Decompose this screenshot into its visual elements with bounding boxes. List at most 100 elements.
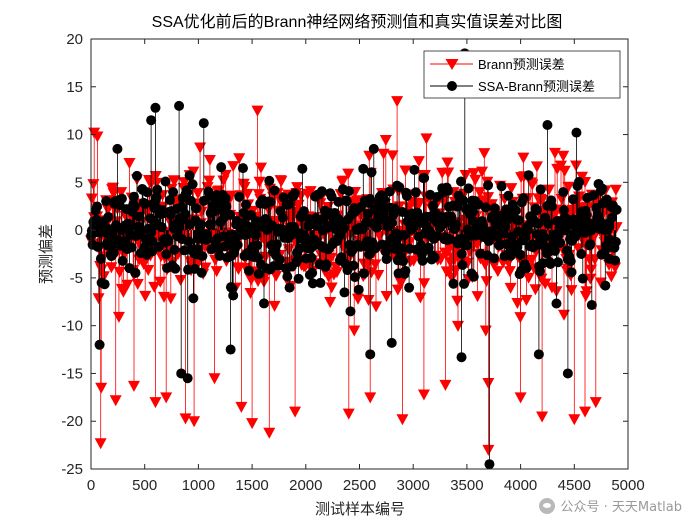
data-point xyxy=(101,196,112,207)
data-point xyxy=(420,133,433,145)
data-point xyxy=(284,282,295,293)
data-point xyxy=(165,195,176,206)
data-point xyxy=(163,236,174,247)
data-point xyxy=(571,127,582,138)
data-point xyxy=(238,182,251,194)
data-point xyxy=(523,170,534,181)
data-point xyxy=(513,215,524,226)
data-point xyxy=(264,175,275,186)
circle-icon xyxy=(447,81,457,91)
data-point xyxy=(468,206,479,217)
data-point xyxy=(174,100,185,111)
data-point xyxy=(457,260,468,271)
data-point xyxy=(565,256,576,267)
data-point xyxy=(240,199,251,210)
data-point xyxy=(574,176,585,187)
data-point xyxy=(233,153,246,165)
data-point xyxy=(137,259,150,271)
data-layer xyxy=(85,48,623,470)
data-point xyxy=(92,201,103,212)
data-point xyxy=(274,254,285,265)
data-point xyxy=(187,166,200,178)
data-point xyxy=(348,325,361,337)
data-point xyxy=(451,320,464,332)
data-point xyxy=(259,298,270,309)
data-point xyxy=(480,202,491,213)
data-point xyxy=(182,373,193,384)
data-point xyxy=(535,184,546,195)
data-point xyxy=(489,253,500,264)
data-point xyxy=(204,219,215,230)
data-point xyxy=(293,273,304,284)
series-1 xyxy=(86,48,622,470)
data-point xyxy=(542,184,555,196)
data-point xyxy=(289,188,300,199)
y-tick-label: -10 xyxy=(61,318,83,335)
data-point xyxy=(462,240,473,251)
data-point xyxy=(439,379,452,391)
data-point xyxy=(424,225,435,236)
data-point xyxy=(511,297,524,309)
data-point xyxy=(94,339,105,350)
data-point xyxy=(170,263,181,274)
x-tick-label: 4000 xyxy=(504,477,537,494)
data-point xyxy=(558,187,569,198)
data-point xyxy=(379,194,390,205)
y-axis: -25 -20 -15 -10 -5 0 5 10 15 20 xyxy=(61,31,628,478)
data-point xyxy=(610,236,621,247)
data-point xyxy=(148,281,161,293)
data-point xyxy=(253,176,266,188)
data-point xyxy=(536,411,549,423)
data-point xyxy=(112,143,123,154)
data-point xyxy=(568,194,579,205)
data-point xyxy=(221,201,232,212)
data-point xyxy=(292,199,305,211)
data-point xyxy=(291,182,304,194)
data-point xyxy=(400,265,411,276)
data-point xyxy=(515,249,526,260)
data-point xyxy=(484,459,495,470)
x-tick-label: 2000 xyxy=(289,477,322,494)
data-point xyxy=(349,272,360,283)
data-point xyxy=(160,176,171,187)
data-point xyxy=(395,243,406,254)
data-point xyxy=(441,157,454,169)
data-point xyxy=(471,291,484,303)
data-point xyxy=(600,280,611,291)
data-point xyxy=(594,277,607,289)
data-point xyxy=(142,264,155,276)
data-point xyxy=(478,148,491,160)
data-point xyxy=(342,168,355,180)
legend: Brann预测误差 SSA-Brann预测误差 xyxy=(423,50,621,99)
data-point xyxy=(500,221,511,232)
data-point xyxy=(558,165,571,177)
data-point xyxy=(386,217,397,228)
data-point xyxy=(456,352,467,363)
y-tick-label: -25 xyxy=(61,461,83,478)
data-point xyxy=(336,175,349,187)
data-point xyxy=(174,221,185,232)
data-point xyxy=(522,272,535,284)
data-point xyxy=(228,290,239,301)
data-point xyxy=(469,174,482,186)
data-point xyxy=(391,284,404,296)
data-point xyxy=(224,190,237,202)
data-point xyxy=(198,195,209,206)
data-point xyxy=(292,254,303,265)
data-point xyxy=(423,242,434,253)
data-point xyxy=(558,205,569,216)
data-point xyxy=(468,271,479,282)
data-point xyxy=(95,382,108,394)
data-point xyxy=(473,199,484,210)
data-point xyxy=(377,148,390,160)
data-point xyxy=(414,292,427,304)
data-point xyxy=(501,239,512,250)
data-point xyxy=(576,248,587,259)
data-point xyxy=(473,187,486,199)
data-point xyxy=(597,183,608,194)
data-point xyxy=(117,286,130,298)
data-point xyxy=(324,297,337,309)
data-point xyxy=(107,188,120,200)
data-point xyxy=(562,181,575,193)
x-tick-label: 0 xyxy=(87,477,95,494)
